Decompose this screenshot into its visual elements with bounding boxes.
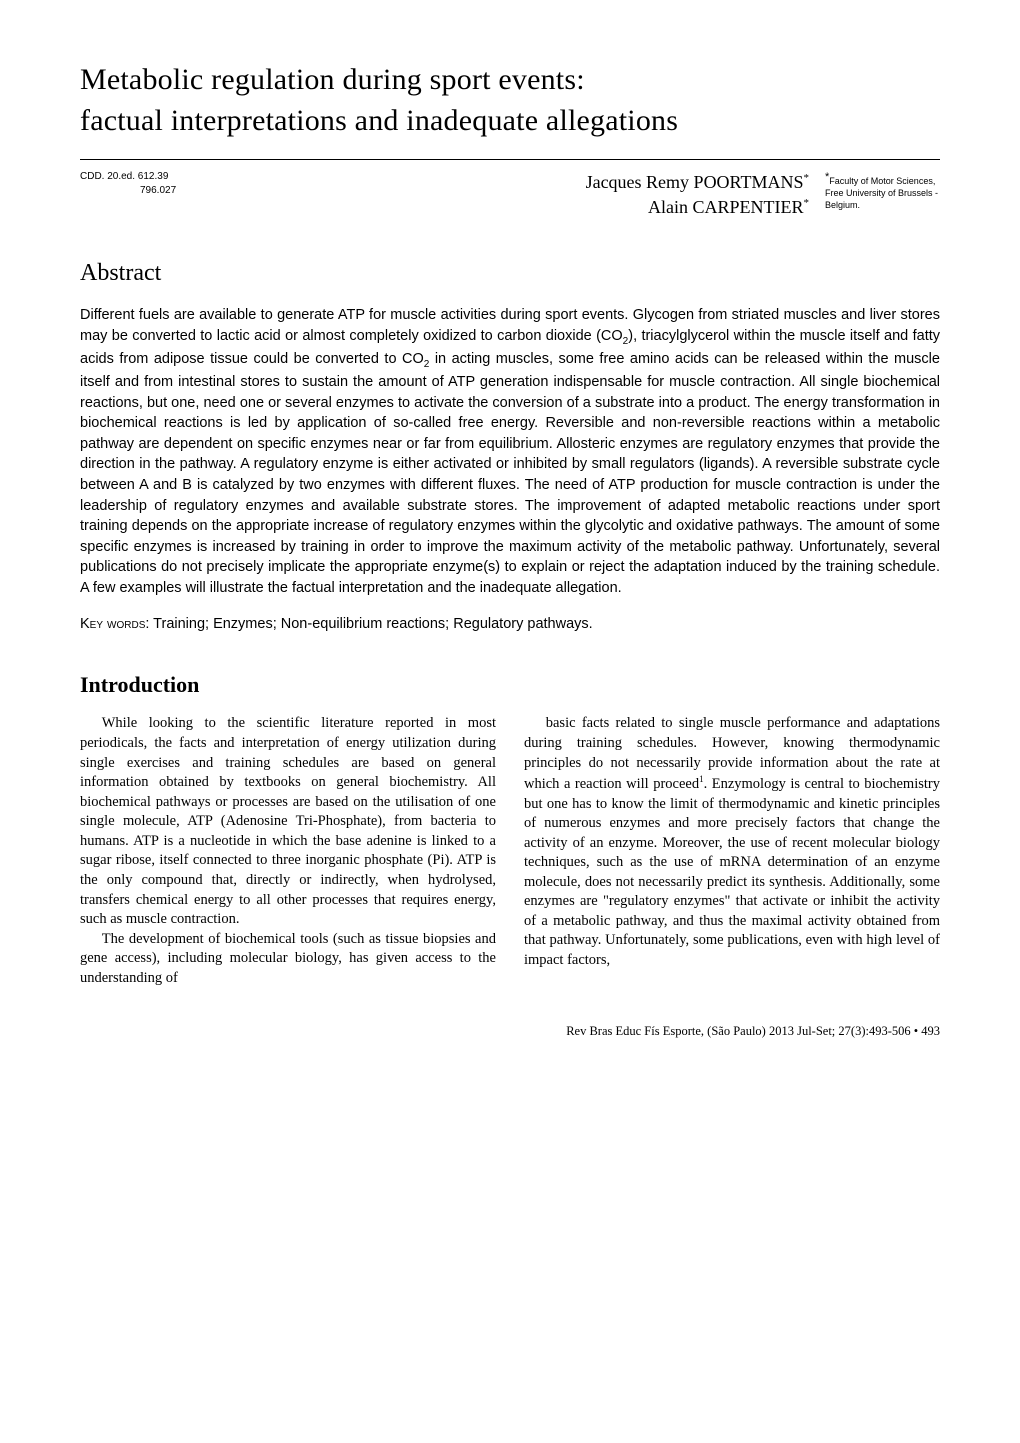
intro-left-p1: While looking to the scientific literatu…: [80, 714, 496, 929]
author-2-marker: *: [804, 197, 810, 209]
page-footer: Rev Bras Educ Fís Esporte, (São Paulo) 2…: [80, 1024, 940, 1039]
cdd-line-2: 796.027: [80, 184, 176, 198]
title-line-2: factual interpretations and inadequate a…: [80, 101, 940, 142]
cdd-line-1: CDD. 20.ed. 612.39: [80, 170, 176, 184]
intro-col-left: While looking to the scientific literatu…: [80, 714, 496, 988]
title-rule: [80, 159, 940, 160]
title-line-1: Metabolic regulation during sport events…: [80, 60, 940, 101]
keywords-sep: :: [145, 616, 153, 632]
affiliation: *Faculty of Motor Sciences, Free Univers…: [825, 170, 940, 211]
abstract-body: Different fuels are available to generat…: [80, 305, 940, 598]
intro-col-right: basic facts related to single muscle per…: [524, 714, 940, 988]
intro-heading: Introduction: [80, 672, 940, 698]
intro-left-p2: The development of biochemical tools (su…: [80, 930, 496, 989]
intro-columns: While looking to the scientific literatu…: [80, 714, 940, 988]
meta-row: CDD. 20.ed. 612.39 796.027 Jacques Remy …: [80, 170, 940, 220]
cdd-block: CDD. 20.ed. 612.39 796.027: [80, 170, 176, 198]
authors-affil-block: Jacques Remy POORTMANS* Alain CARPENTIER…: [586, 170, 940, 220]
abstract-heading: Abstract: [80, 260, 940, 287]
author-1-name: Jacques Remy POORTMANS: [586, 172, 804, 192]
article-title: Metabolic regulation during sport events…: [80, 60, 940, 141]
author-1-marker: *: [804, 172, 810, 184]
author-2: Alain CARPENTIER*: [586, 195, 809, 220]
keywords-line: Key words: Training; Enzymes; Non-equili…: [80, 616, 940, 632]
author-1: Jacques Remy POORTMANS*: [586, 170, 809, 195]
keywords-label: Key words: [80, 616, 145, 632]
keywords-text: Training; Enzymes; Non-equilibrium react…: [153, 616, 593, 632]
intro-right-p1: basic facts related to single muscle per…: [524, 714, 940, 970]
authors-list: Jacques Remy POORTMANS* Alain CARPENTIER…: [586, 170, 809, 220]
abstract-post: in acting muscles, some free amino acids…: [80, 351, 940, 596]
intro-right-p1-post: . Enzymology is central to biochemistry …: [524, 776, 940, 968]
affil-text: Faculty of Motor Sciences, Free Universi…: [825, 176, 938, 210]
author-2-name: Alain CARPENTIER: [648, 197, 804, 217]
